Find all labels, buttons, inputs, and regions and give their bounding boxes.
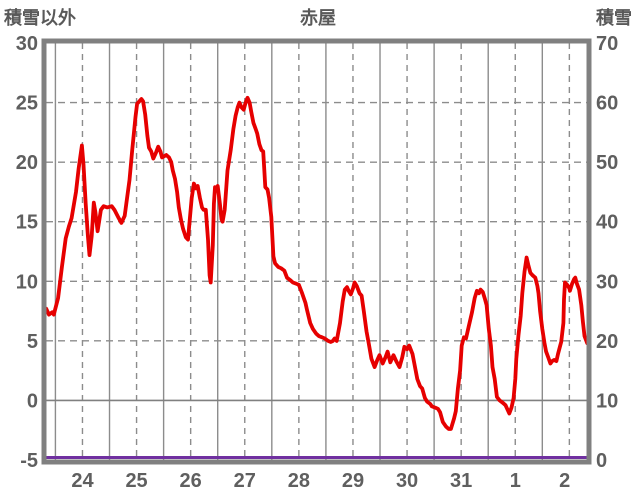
left-tick-label: 20 <box>16 152 38 174</box>
day-tick-label: 25 <box>125 470 147 492</box>
left-tick-label: 15 <box>16 212 38 234</box>
day-tick-label: 27 <box>234 470 256 492</box>
day-tick-label: 30 <box>396 470 418 492</box>
left-tick-label: -5 <box>20 450 38 472</box>
left-tick-label: 30 <box>16 33 38 55</box>
left-tick-label: 10 <box>16 271 38 293</box>
left-tick-label: 25 <box>16 93 38 115</box>
right-tick-label: 20 <box>596 331 618 353</box>
day-tick-label: 31 <box>450 470 472 492</box>
day-tick-label: 2 <box>559 470 570 492</box>
right-tick-label: 60 <box>596 93 618 115</box>
main-line-path <box>44 95 590 431</box>
right-axis-title: 積雪 <box>596 8 632 28</box>
day-tick-label: 1 <box>510 470 521 492</box>
left-axis-title: 積雪以外 <box>4 8 76 28</box>
left-tick-label: 5 <box>27 331 38 353</box>
plot-frame <box>41 38 592 465</box>
chart-title: 赤屋 <box>300 8 336 28</box>
right-tick-label: 50 <box>596 152 618 174</box>
right-tick-label: 40 <box>596 212 618 234</box>
day-tick-label: 24 <box>71 470 94 492</box>
right-tick-label: 70 <box>596 33 618 55</box>
day-tick-label: 28 <box>288 470 310 492</box>
right-tick-label: 0 <box>596 450 607 472</box>
right-tick-label: 30 <box>596 271 618 293</box>
day-tick-label: 26 <box>180 470 202 492</box>
day-tick-label: 29 <box>342 470 364 492</box>
right-tick-label: 10 <box>596 390 618 412</box>
left-tick-label: 0 <box>27 390 38 412</box>
